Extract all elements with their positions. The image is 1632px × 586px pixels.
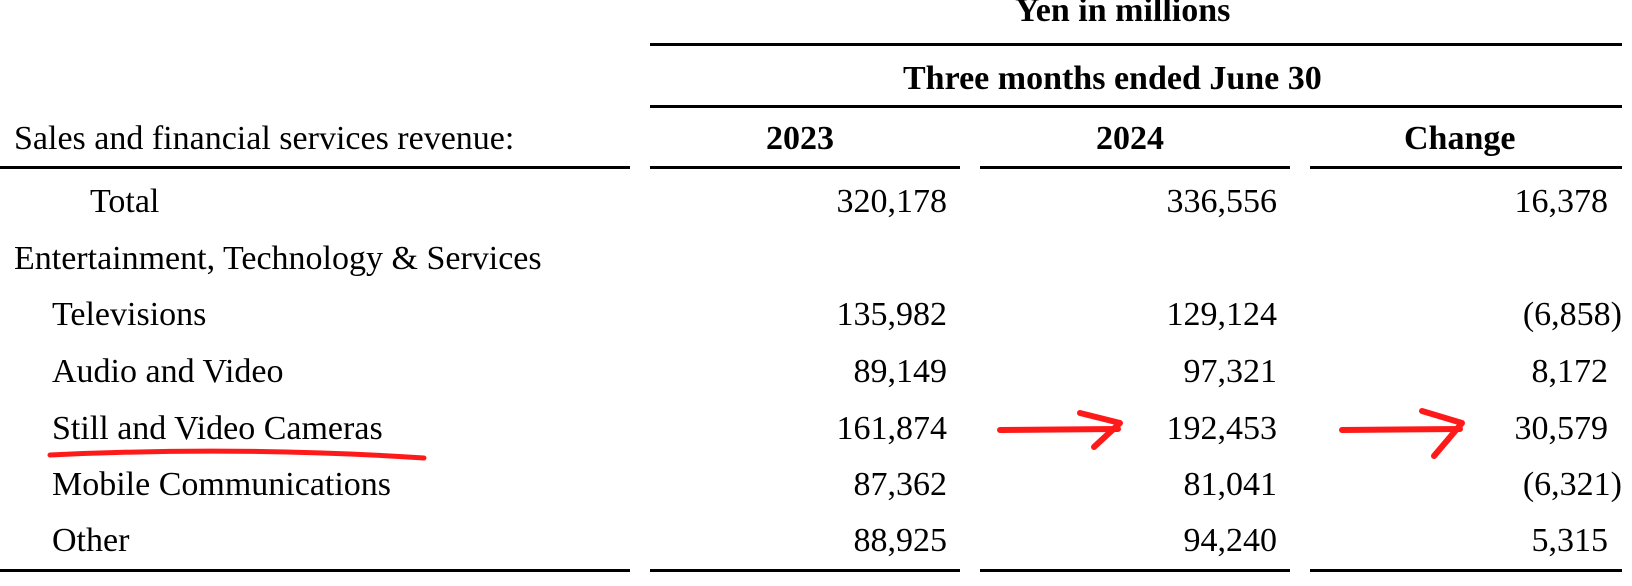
underline-annotation (47, 448, 427, 461)
table-row-label: Televisions (52, 296, 207, 333)
table-cell-2023: 87,362 (853, 466, 948, 503)
header-rule-label (0, 166, 630, 169)
column-header-change: Change (1404, 120, 1516, 157)
footer-rule-label (0, 569, 630, 572)
table-cell-2024: 94,240 (1183, 522, 1278, 559)
arrow-annotation-2024 (997, 410, 1123, 450)
units-header: Yen in millions (1015, 0, 1231, 29)
header-rule-2023 (650, 166, 960, 169)
table-cell-2023: 320,178 (836, 183, 948, 220)
table-cell-2023: 89,149 (853, 353, 948, 390)
footer-rule-change (1310, 569, 1622, 572)
period-rule (650, 105, 1622, 108)
table-cell-2024: 97,321 (1183, 353, 1278, 390)
period-header: Three months ended June 30 (903, 60, 1322, 97)
table-cell-2024: 81,041 (1183, 466, 1278, 503)
table-cell-change: 16,378 (1514, 183, 1609, 220)
table-cell-change: 8,172 (1531, 353, 1609, 390)
table-section-label: Entertainment, Technology & Services (14, 240, 542, 277)
table-cell-change: 5,315 (1531, 522, 1609, 559)
footer-rule-2024 (980, 569, 1290, 572)
table-row-label: Audio and Video (52, 353, 284, 390)
arrow-annotation-change (1339, 408, 1465, 459)
table-cell-2024: 336,556 (1166, 183, 1278, 220)
table-row-label: Total (90, 183, 160, 220)
table-cell-change: 30,579 (1514, 410, 1609, 447)
table-cell-2023: 135,982 (836, 296, 948, 333)
table-row-label: Other (52, 522, 130, 559)
column-header-2023: 2023 (766, 120, 834, 157)
table-cell-2024: 129,124 (1166, 296, 1278, 333)
header-rule-2024 (980, 166, 1290, 169)
footer-rule-2023 (650, 569, 960, 572)
table-cell-change: (6,321) (1522, 466, 1622, 503)
table-row-label: Mobile Communications (52, 466, 392, 503)
table-cell-2023: 161,874 (836, 410, 948, 447)
row-label-header: Sales and financial services revenue: (14, 120, 515, 157)
column-header-2024: 2024 (1096, 120, 1164, 157)
table-cell-2024: 192,453 (1166, 410, 1278, 447)
table-row-label: Still and Video Cameras (52, 410, 383, 447)
units-rule (650, 43, 1622, 46)
table-cell-change: (6,858) (1522, 296, 1622, 333)
header-rule-change (1310, 166, 1622, 169)
table-cell-2023: 88,925 (853, 522, 948, 559)
